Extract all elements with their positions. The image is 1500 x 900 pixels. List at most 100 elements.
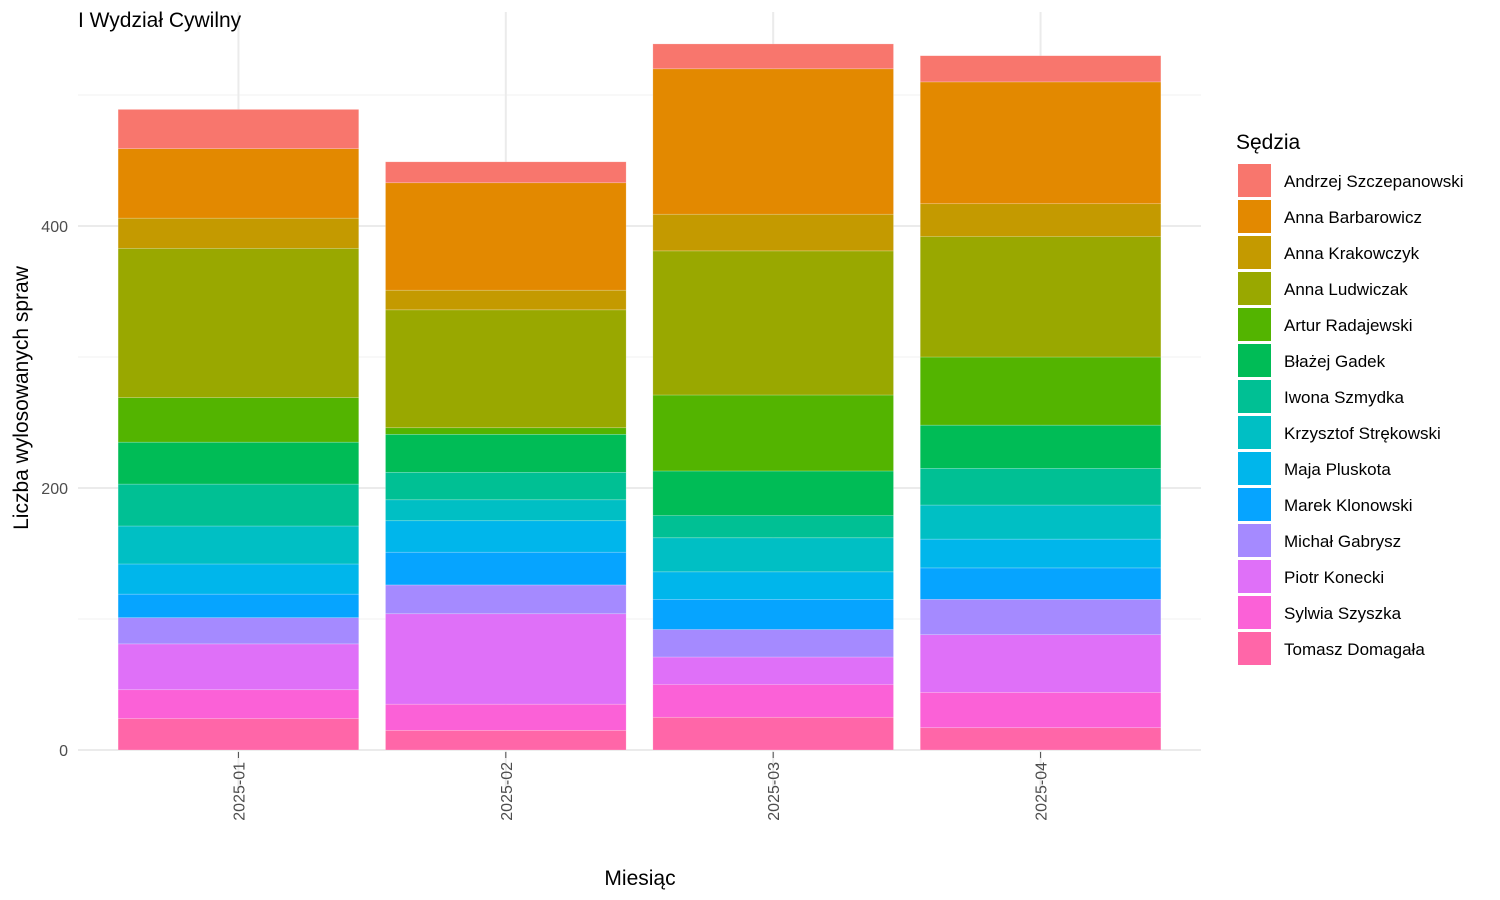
bar-segment: [652, 599, 894, 630]
bar-segment: [117, 617, 360, 645]
x-tick-label: 2025-04: [1034, 762, 1051, 821]
bar-segment: [652, 537, 894, 573]
bars: [117, 43, 1162, 751]
bar-segment: [385, 584, 627, 615]
legend-swatch: [1238, 488, 1271, 521]
bar-segment: [652, 394, 894, 472]
legend-label: Artur Radajewski: [1284, 316, 1413, 335]
bar-segment: [385, 613, 627, 705]
legend-swatch: [1238, 596, 1271, 629]
legend-label: Błażej Gadek: [1284, 352, 1386, 371]
bar-segment: [117, 247, 360, 398]
x-axis-title: Miesiąc: [604, 867, 675, 890]
y-axis-title: Liczba wylosowanych spraw: [10, 265, 33, 530]
bar-segment: [117, 217, 360, 249]
legend-label: Andrzej Szczepanowski: [1284, 172, 1464, 191]
y-tick-label: 0: [59, 743, 68, 760]
legend-label: Anna Krakowczyk: [1284, 244, 1420, 263]
bar-segment: [919, 567, 1162, 600]
bar-segment: [117, 397, 360, 443]
legend-label: Anna Barbarowicz: [1284, 208, 1422, 227]
legend-label: Michał Gabrysz: [1284, 532, 1401, 551]
bar-segment: [919, 356, 1162, 426]
bar-segment: [919, 468, 1162, 506]
bar-segment: [117, 643, 360, 691]
legend-swatch: [1238, 452, 1271, 485]
bar-segment: [385, 471, 627, 501]
legend-swatch: [1238, 164, 1271, 197]
legend-label: Tomasz Domagała: [1284, 640, 1425, 659]
bar-segment: [652, 656, 894, 685]
legend-label: Maja Pluskota: [1284, 460, 1391, 479]
bar-segment: [919, 634, 1162, 693]
bar-segment: [652, 250, 894, 396]
legend-label: Iwona Szmydka: [1284, 388, 1405, 407]
bar-segment: [117, 109, 360, 150]
bar-segment: [385, 703, 627, 731]
legend-swatch: [1238, 380, 1271, 413]
legend-swatch: [1238, 632, 1271, 665]
legend-label: Piotr Konecki: [1284, 568, 1384, 587]
bar-segment: [385, 289, 627, 311]
x-tick-label: 2025-01: [231, 762, 248, 821]
bar-segment: [652, 716, 894, 751]
bar-segment: [385, 499, 627, 522]
bar-segment: [652, 68, 894, 215]
bar-segment: [652, 213, 894, 252]
x-axis-ticks: 2025-01 2025-02 2025-03 2025-04: [231, 752, 1051, 821]
legend-title: Sędzia: [1236, 131, 1301, 154]
legend-swatch: [1238, 560, 1271, 593]
legend-label: Marek Klonowski: [1284, 496, 1413, 515]
bar-segment: [652, 571, 894, 600]
bar-segment: [117, 148, 360, 219]
legend-swatch: [1238, 344, 1271, 377]
legend-swatch: [1238, 272, 1271, 305]
bar-segment: [919, 538, 1162, 569]
bar-segment: [117, 483, 360, 527]
bar-segment: [117, 441, 360, 485]
chart-title: I Wydział Cywilny: [78, 9, 242, 32]
bar-segment: [919, 81, 1162, 205]
bar-segment: [652, 470, 894, 516]
bar-segment: [919, 599, 1162, 636]
x-tick-label: 2025-03: [766, 762, 783, 821]
bar-segment: [919, 424, 1162, 469]
x-tick-label: 2025-02: [499, 762, 516, 821]
bar-segment: [652, 515, 894, 539]
legend-swatch: [1238, 200, 1271, 233]
bar-segment: [919, 203, 1162, 237]
bar-segment: [652, 684, 894, 718]
legend-swatch: [1238, 416, 1271, 449]
bar-segment: [385, 309, 627, 429]
legend-swatch: [1238, 524, 1271, 557]
bar-segment: [652, 629, 894, 658]
bar-segment: [117, 689, 360, 719]
bar-segment: [919, 727, 1162, 751]
bar-segment: [117, 593, 360, 618]
legend-swatch: [1238, 308, 1271, 341]
bar-segment: [385, 730, 627, 751]
legend-label: Sylwia Szyszka: [1284, 604, 1402, 623]
legend-swatch: [1238, 236, 1271, 269]
bar-segment: [385, 182, 627, 291]
bar-segment: [117, 525, 360, 565]
bar-segment: [919, 55, 1162, 83]
legend: Sędzia Andrzej Szczepanowski Anna Barbaro…: [1236, 131, 1464, 665]
bar-segment: [385, 427, 627, 435]
bar-segment: [919, 236, 1162, 358]
y-tick-label: 200: [41, 481, 68, 498]
bar-segment: [919, 692, 1162, 729]
bar-segment: [385, 520, 627, 553]
legend-label: Krzysztof Strękowski: [1284, 424, 1441, 443]
bar-segment: [652, 43, 894, 70]
bar-segment: [385, 161, 627, 184]
bar-segment: [117, 718, 360, 751]
y-axis-ticks: 0 200 400: [41, 219, 68, 760]
bar-segment: [919, 504, 1162, 540]
bar-segment: [117, 563, 360, 595]
bar-segment: [385, 551, 627, 586]
y-tick-label: 400: [41, 219, 68, 236]
bar-segment: [385, 433, 627, 473]
legend-label: Anna Ludwiczak: [1284, 280, 1408, 299]
